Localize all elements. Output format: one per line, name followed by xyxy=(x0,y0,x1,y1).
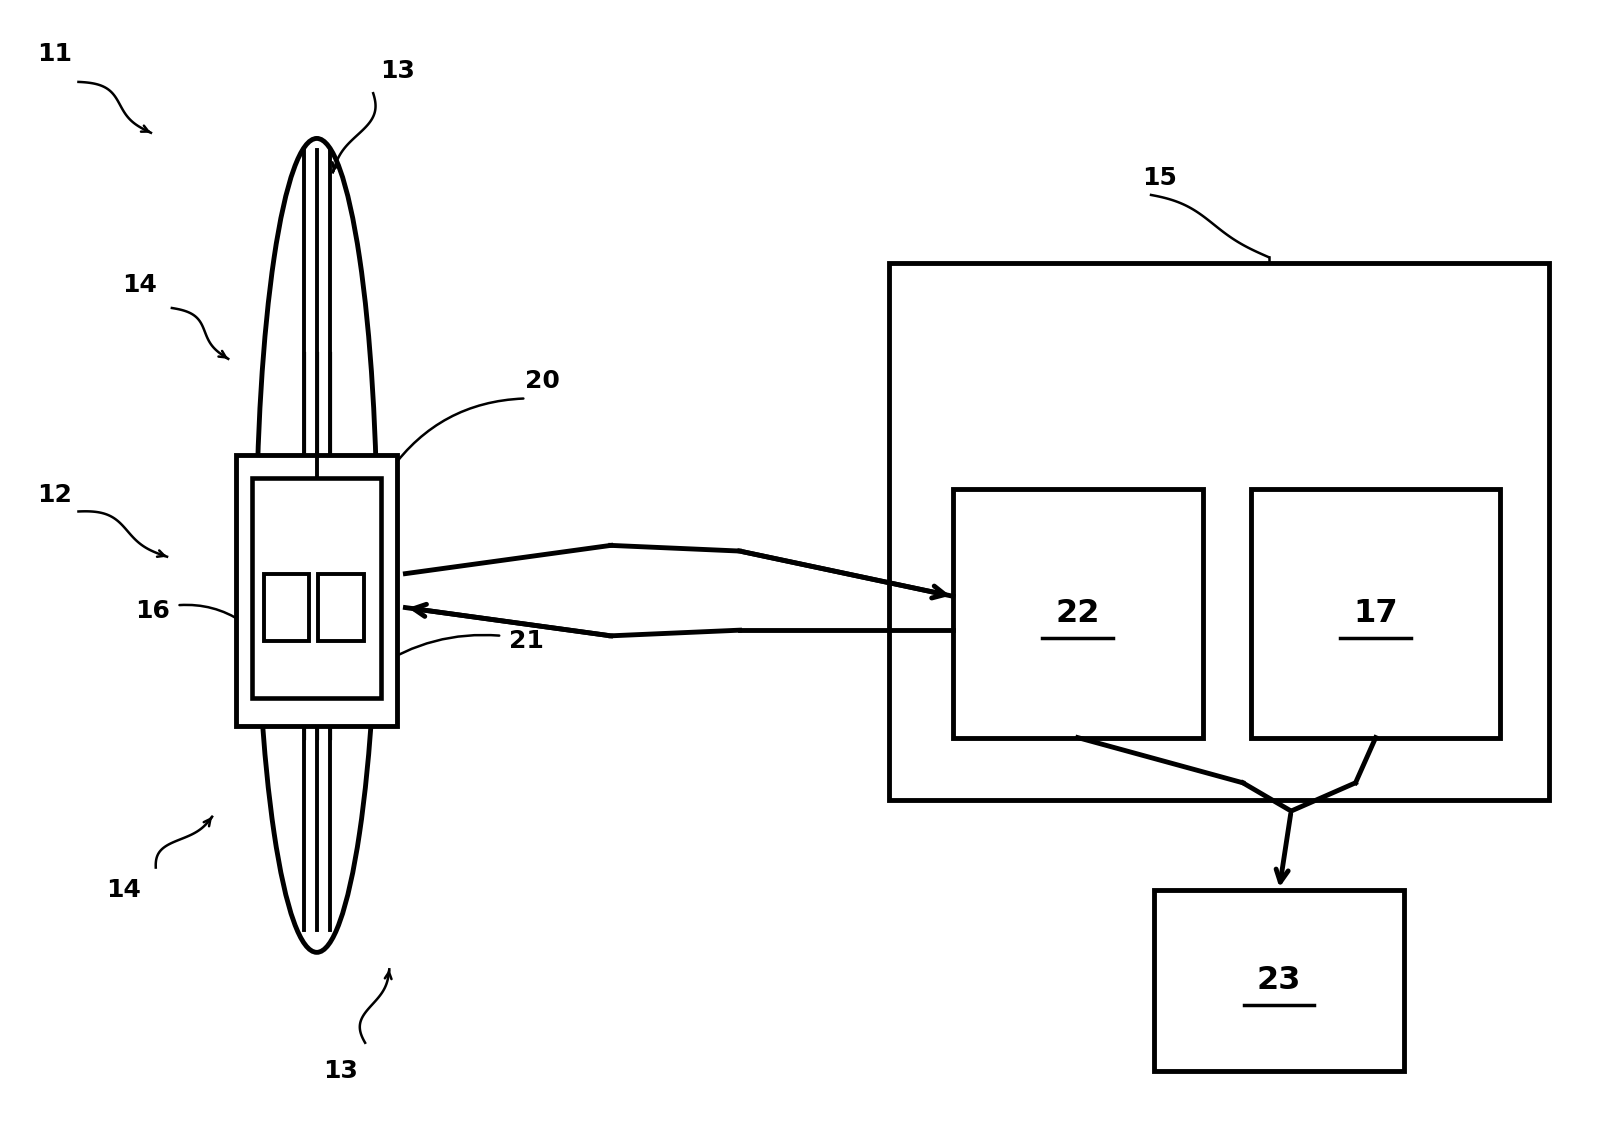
Bar xyxy=(889,262,1548,800)
Text: 17: 17 xyxy=(1353,598,1398,628)
Text: 13: 13 xyxy=(380,59,415,83)
Bar xyxy=(263,574,309,642)
Text: 23: 23 xyxy=(1257,966,1301,996)
Bar xyxy=(1154,891,1404,1071)
Bar xyxy=(318,574,364,642)
Text: 12: 12 xyxy=(37,483,71,507)
Text: 14: 14 xyxy=(123,274,157,298)
Bar xyxy=(1251,488,1501,737)
Bar xyxy=(953,488,1202,737)
Text: 16: 16 xyxy=(136,599,170,623)
Text: 15: 15 xyxy=(1141,166,1176,190)
Bar xyxy=(252,477,381,698)
Text: 13: 13 xyxy=(323,1059,359,1083)
Text: 22: 22 xyxy=(1055,598,1100,628)
Text: 21: 21 xyxy=(509,629,543,653)
Text: 11: 11 xyxy=(37,42,71,66)
Text: 20: 20 xyxy=(525,369,559,393)
Bar xyxy=(236,454,398,726)
Text: 14: 14 xyxy=(107,878,141,902)
